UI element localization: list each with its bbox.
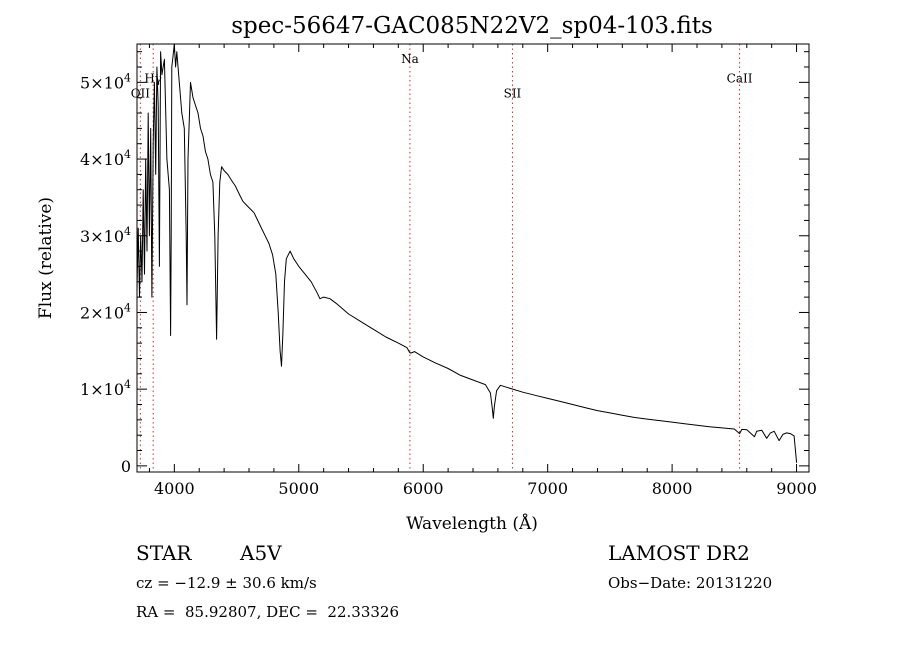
- x-tick-label-3: 7000: [527, 479, 568, 498]
- plot-frame: [136, 43, 810, 473]
- y-axis-label: Flux (relative): [36, 197, 56, 319]
- x-tick-label-5: 9000: [776, 479, 817, 498]
- emission-line-markers: OII Hγ Na SII CaII: [131, 44, 753, 472]
- line-label-1: Hγ: [144, 71, 162, 85]
- x-axis-label: Wavelength (Å): [406, 513, 538, 534]
- object-type: STAR: [136, 541, 192, 565]
- y-tick-label-4: 4×104: [80, 148, 131, 169]
- survey-name: LAMOST DR2: [608, 541, 750, 565]
- series-line-0: [136, 43, 798, 463]
- line-label-2: Na: [401, 52, 419, 66]
- x-tick-label-4: 8000: [652, 479, 693, 498]
- line-label-3: SII: [504, 87, 522, 101]
- observation-date: Obs−Date: 20131220: [608, 574, 773, 592]
- line-label-0: OII: [131, 87, 151, 101]
- x-tick-label-1: 5000: [278, 479, 319, 498]
- spectrum-series: [136, 43, 798, 463]
- coordinates-text: RA = 85.92807, DEC = 22.33326: [136, 603, 400, 621]
- y-tick-label-5: 5×104: [80, 71, 131, 92]
- x-tick-label-2: 6000: [403, 479, 444, 498]
- chart-title: spec-56647-GAC085N22V2_sp04-103.fits: [231, 13, 713, 39]
- x-tick-label-0: 4000: [154, 479, 195, 498]
- y-tick-label-2: 2×104: [80, 301, 131, 322]
- spectral-subclass: A5V: [240, 541, 282, 565]
- y-tick-label-0: 0: [121, 457, 131, 476]
- x-axis: 4000 5000 6000 7000 8000 9000: [148, 44, 817, 498]
- y-tick-label-1: 1×104: [80, 378, 131, 399]
- y-tick-label-3: 3×104: [80, 225, 131, 246]
- line-label-4: CaII: [727, 71, 753, 85]
- y-axis: 0 1×104 2×104 3×104 4×104 5×104: [80, 51, 809, 476]
- spectrum-chart: spec-56647-GAC085N22V2_sp04-103.fits OII…: [36, 13, 817, 534]
- redshift-text: cz = −12.9 ± 30.6 km/s: [136, 574, 317, 592]
